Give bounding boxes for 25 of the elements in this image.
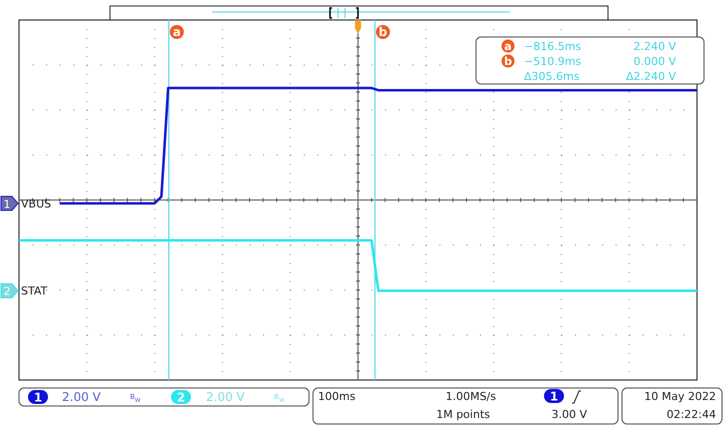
text: 1M points — [436, 408, 490, 421]
text: 2 — [4, 285, 10, 298]
text: b — [378, 25, 388, 39]
text: 2.00 V — [62, 390, 102, 404]
text: 0.000 V — [633, 55, 676, 68]
text: 1 — [4, 198, 10, 211]
text: 2.240 V — [633, 40, 676, 53]
text: a — [172, 25, 181, 39]
legend-label: VBUS — [21, 197, 52, 210]
text: 1.00MS/s — [446, 390, 496, 403]
text: 2 — [176, 390, 186, 404]
text: 100ms — [318, 390, 356, 403]
text: −510.9ms — [524, 55, 582, 68]
text: 2.00 V — [206, 390, 246, 404]
legend-label: STAT — [21, 284, 48, 298]
text: 10 May 2022 — [644, 390, 716, 403]
text: Δ305.6ms — [524, 70, 580, 83]
text: Δ2.240 V — [626, 70, 676, 83]
text: 1 — [34, 390, 42, 404]
text: 1 — [550, 390, 558, 404]
text: b — [504, 55, 512, 68]
text: −816.5ms — [524, 40, 582, 53]
text: 02:22:44 — [666, 408, 716, 421]
text: a — [504, 40, 512, 53]
text: 3.00 V — [551, 408, 588, 421]
